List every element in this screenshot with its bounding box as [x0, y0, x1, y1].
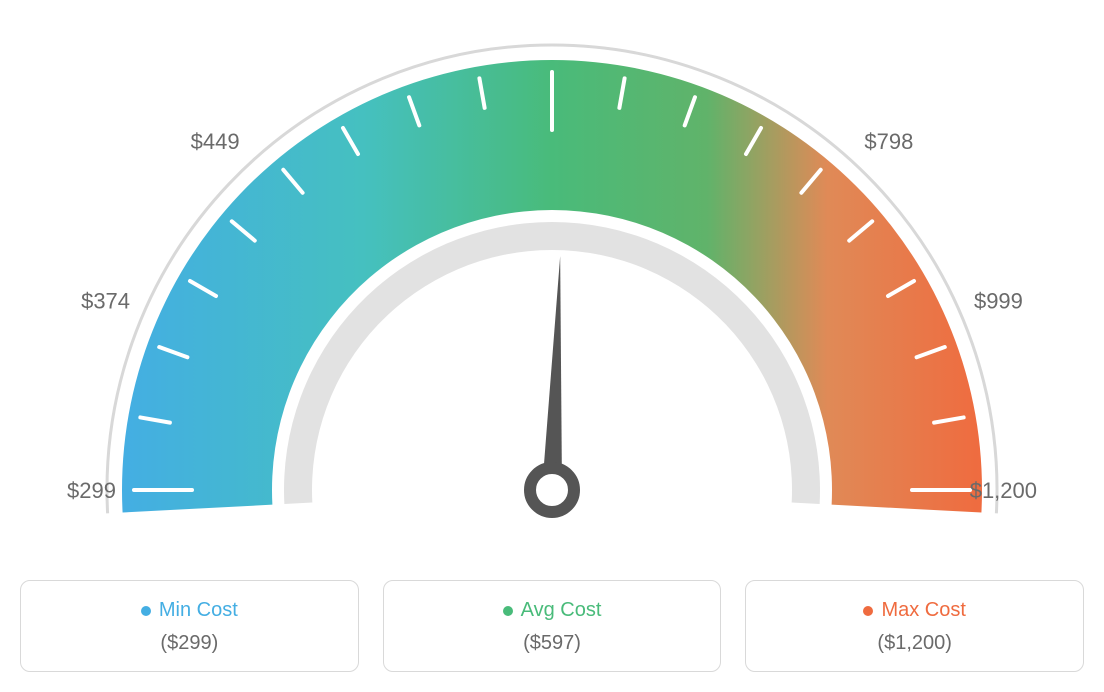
scale-label: $449: [191, 129, 240, 154]
needle-hub: [530, 468, 574, 512]
gauge-area: $299$374$449$597$798$999$1,200: [20, 20, 1084, 550]
legend-title-text-min: Min Cost: [159, 599, 238, 622]
scale-label: $798: [864, 129, 913, 154]
legend-dot-min: [141, 606, 151, 616]
legend-card-min: Min Cost ($299): [20, 580, 359, 672]
legend-value-avg: ($597): [394, 632, 711, 655]
scale-label: $374: [81, 288, 130, 313]
legend-title-min: Min Cost: [141, 599, 238, 622]
legend-title-avg: Avg Cost: [503, 599, 602, 622]
legend-dot-max: [863, 606, 873, 616]
legend-row: Min Cost ($299) Avg Cost ($597) Max Cost…: [20, 580, 1084, 672]
scale-label: $299: [67, 478, 116, 503]
cost-gauge-chart: $299$374$449$597$798$999$1,200 Min Cost …: [20, 20, 1084, 672]
legend-card-avg: Avg Cost ($597): [383, 580, 722, 672]
legend-title-text-max: Max Cost: [881, 599, 965, 622]
scale-label: $999: [974, 288, 1023, 313]
gauge-svg: $299$374$449$597$798$999$1,200: [20, 20, 1084, 550]
legend-title-max: Max Cost: [863, 599, 965, 622]
legend-card-max: Max Cost ($1,200): [745, 580, 1084, 672]
scale-label: $1,200: [970, 478, 1037, 503]
legend-dot-avg: [503, 606, 513, 616]
legend-value-min: ($299): [31, 632, 348, 655]
gauge-needle: [542, 256, 562, 490]
legend-value-max: ($1,200): [756, 632, 1073, 655]
legend-title-text-avg: Avg Cost: [521, 599, 602, 622]
